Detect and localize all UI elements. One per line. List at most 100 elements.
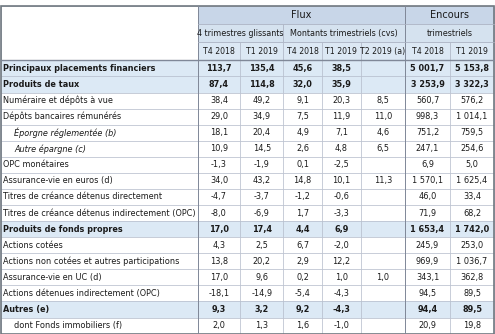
Bar: [361, 286, 405, 302]
Text: Actions non cotées et autres participations: Actions non cotées et autres participati…: [3, 257, 180, 266]
Text: 6,9: 6,9: [421, 160, 434, 169]
Text: 20,2: 20,2: [253, 257, 271, 266]
Text: 560,7: 560,7: [416, 96, 439, 105]
Bar: [198, 141, 241, 157]
Bar: [322, 189, 361, 205]
Text: Montants trimestriels (cvs): Montants trimestriels (cvs): [291, 28, 398, 37]
Text: 89,5: 89,5: [462, 305, 482, 314]
Text: dont Fonds immobiliers (f): dont Fonds immobiliers (f): [14, 321, 122, 330]
Text: 362,8: 362,8: [460, 273, 484, 282]
Text: 4,6: 4,6: [377, 128, 390, 137]
Text: 14,5: 14,5: [252, 144, 271, 153]
Text: 17,0: 17,0: [210, 273, 228, 282]
Bar: [450, 42, 495, 60]
Text: 1 014,1: 1 014,1: [456, 112, 488, 121]
Bar: [198, 269, 241, 286]
Bar: [322, 302, 361, 318]
Bar: [241, 93, 283, 109]
Text: 135,4: 135,4: [249, 64, 275, 73]
Bar: [283, 205, 322, 221]
Bar: [283, 302, 322, 318]
Text: 17,0: 17,0: [209, 225, 229, 234]
Bar: [450, 221, 495, 237]
Text: 94,5: 94,5: [418, 289, 437, 298]
Text: 3 253,9: 3 253,9: [410, 80, 445, 89]
Text: -2,5: -2,5: [334, 160, 349, 169]
Text: 18,1: 18,1: [210, 128, 228, 137]
Bar: [0, 189, 198, 205]
Text: 5 153,8: 5 153,8: [455, 64, 489, 73]
Text: 1,0: 1,0: [335, 273, 348, 282]
Bar: [241, 125, 283, 141]
Bar: [405, 286, 450, 302]
Bar: [405, 269, 450, 286]
Text: 1,3: 1,3: [255, 321, 268, 330]
Bar: [241, 237, 283, 253]
Bar: [361, 173, 405, 189]
Bar: [361, 141, 405, 157]
Bar: [405, 125, 450, 141]
Text: 0,2: 0,2: [296, 273, 309, 282]
Bar: [0, 221, 198, 237]
Bar: [241, 253, 283, 269]
Bar: [450, 125, 495, 141]
Bar: [198, 221, 241, 237]
Bar: [283, 93, 322, 109]
Bar: [241, 60, 283, 76]
Bar: [361, 76, 405, 93]
Text: 254,6: 254,6: [460, 144, 484, 153]
Text: T1 2019: T1 2019: [246, 47, 278, 56]
Bar: [450, 109, 495, 125]
Text: Assurance-vie en euros (d): Assurance-vie en euros (d): [3, 176, 113, 185]
Text: -4,3: -4,3: [333, 305, 350, 314]
Text: 4,8: 4,8: [335, 144, 348, 153]
Text: Titres de créance détenus indirectement (OPC): Titres de créance détenus indirectement …: [3, 208, 196, 217]
Bar: [361, 42, 405, 60]
Bar: [322, 109, 361, 125]
Bar: [450, 173, 495, 189]
Text: -3,7: -3,7: [254, 192, 270, 201]
Text: T1 2019: T1 2019: [456, 47, 488, 56]
Bar: [322, 269, 361, 286]
Text: 1 653,4: 1 653,4: [410, 225, 445, 234]
Bar: [198, 173, 241, 189]
Bar: [283, 286, 322, 302]
Text: 11,9: 11,9: [332, 112, 350, 121]
Text: 247,1: 247,1: [416, 144, 439, 153]
Text: -4,7: -4,7: [211, 192, 227, 201]
Text: 9,3: 9,3: [212, 305, 226, 314]
Bar: [450, 60, 495, 76]
Bar: [322, 205, 361, 221]
Text: 34,0: 34,0: [210, 176, 228, 185]
Bar: [241, 302, 283, 318]
Text: 4,9: 4,9: [296, 128, 309, 137]
Bar: [198, 157, 241, 173]
Bar: [361, 189, 405, 205]
Text: -1,0: -1,0: [334, 321, 349, 330]
Bar: [322, 237, 361, 253]
Bar: [241, 76, 283, 93]
Bar: [198, 318, 241, 334]
Text: 4 trimestres glissants: 4 trimestres glissants: [197, 28, 284, 37]
Bar: [405, 42, 450, 60]
Text: 33,4: 33,4: [463, 192, 481, 201]
Text: Flux: Flux: [291, 10, 312, 20]
Text: 43,2: 43,2: [253, 176, 271, 185]
Bar: [450, 253, 495, 269]
Bar: [0, 205, 198, 221]
Text: T4 2018: T4 2018: [203, 47, 235, 56]
Bar: [241, 269, 283, 286]
Bar: [283, 221, 322, 237]
Bar: [283, 318, 322, 334]
Bar: [283, 189, 322, 205]
Bar: [0, 157, 198, 173]
Text: 68,2: 68,2: [463, 208, 481, 217]
Bar: [198, 302, 241, 318]
Bar: [322, 221, 361, 237]
Bar: [283, 109, 322, 125]
Bar: [405, 221, 450, 237]
Text: -1,9: -1,9: [254, 160, 270, 169]
Bar: [405, 318, 450, 334]
Text: 2,6: 2,6: [296, 144, 309, 153]
Bar: [450, 286, 495, 302]
